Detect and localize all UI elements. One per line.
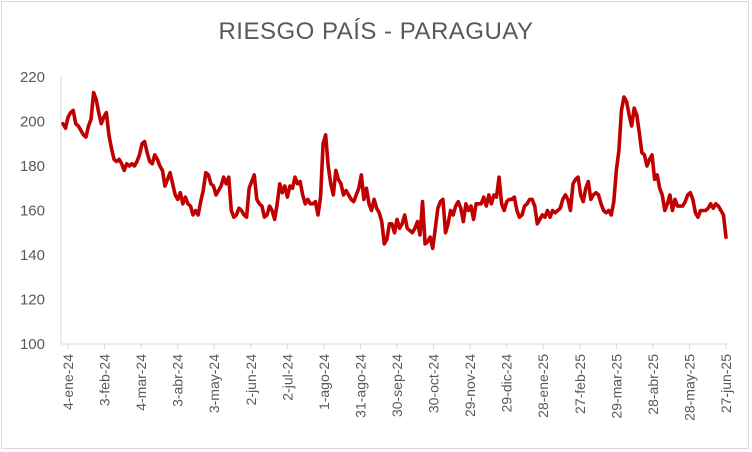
x-tick-label: 27-jun-25 bbox=[718, 354, 734, 413]
x-tick-label: 29-nov-24 bbox=[462, 354, 478, 417]
x-tick-label: 3-abr-24 bbox=[170, 354, 186, 407]
x-tick-label: 30-oct-24 bbox=[426, 354, 442, 413]
x-axis: 4-ene-24 3-feb-24 4-mar-24 3-abr-24 3-may-24… bbox=[60, 343, 734, 421]
y-tick-label: 140 bbox=[20, 247, 45, 264]
x-tick-label: 28-may-25 bbox=[681, 354, 697, 421]
y-tick-label: 120 bbox=[20, 292, 45, 309]
x-tick-label: 2-jul-24 bbox=[279, 354, 295, 401]
chart-title: RIESGO PAÍS - PARAGUAY bbox=[218, 18, 534, 45]
x-tick-label: 28-abr-25 bbox=[645, 354, 661, 415]
y-tick-label: 100 bbox=[20, 336, 45, 353]
x-tick-label: 27-feb-25 bbox=[572, 354, 588, 414]
x-tick-label: 29-dic-24 bbox=[499, 354, 515, 413]
y-tick-label: 180 bbox=[20, 158, 45, 175]
x-tick-label: 29-mar-25 bbox=[608, 354, 624, 419]
x-tick-label: 3-may-24 bbox=[206, 354, 222, 413]
x-tick-label: 4-ene-24 bbox=[60, 354, 76, 410]
y-tick-label: 160 bbox=[20, 203, 45, 220]
series-line bbox=[61, 90, 728, 251]
x-tick-label: 3-feb-24 bbox=[97, 354, 113, 406]
y-axis: 100 120 140 160 180 200 220 bbox=[20, 69, 62, 353]
x-tick-label: 2-jun-24 bbox=[243, 354, 259, 406]
y-tick-label: 220 bbox=[20, 69, 45, 86]
x-tick-label: 4-mar-24 bbox=[133, 354, 149, 411]
x-tick-label: 30-sep-24 bbox=[389, 354, 405, 417]
x-tick-label: 28-ene-25 bbox=[535, 354, 551, 418]
y-tick-label: 200 bbox=[20, 114, 45, 131]
plot-area bbox=[61, 90, 728, 251]
x-tick-label: 31-ago-24 bbox=[352, 354, 368, 418]
x-tick-label: 1-ago-24 bbox=[316, 354, 332, 410]
